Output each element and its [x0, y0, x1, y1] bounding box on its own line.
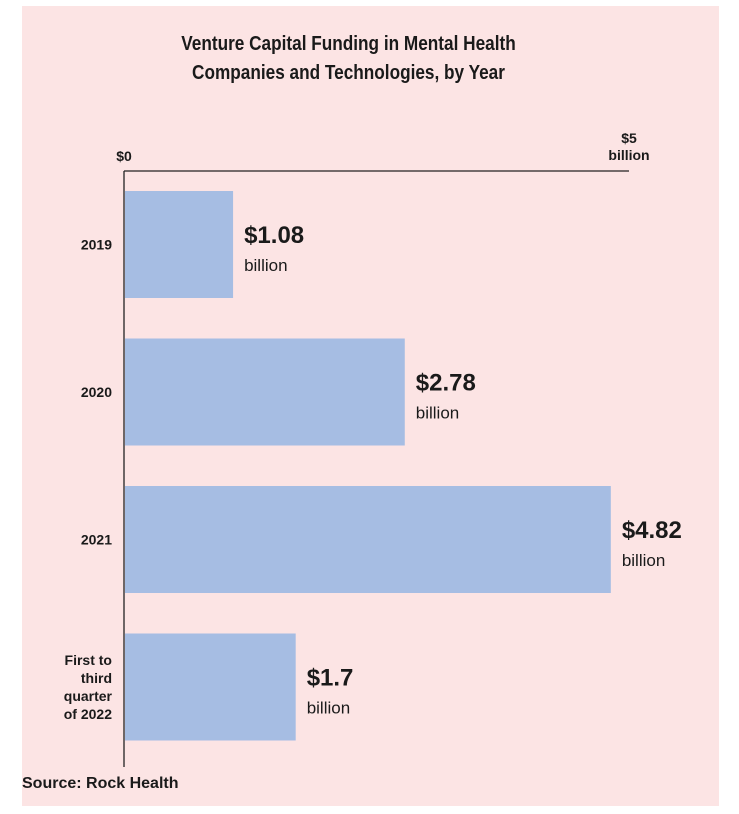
- bar-1: [125, 338, 405, 446]
- chart-title: Venture Capital Funding in Mental Health…: [0, 30, 697, 88]
- value-unit-label-1: billion: [416, 404, 459, 423]
- bar-0: [125, 191, 234, 298]
- value-unit-label-3: billion: [307, 699, 350, 718]
- value-unit-label-0: billion: [244, 256, 287, 275]
- value-label-0: $1.08: [244, 222, 304, 249]
- x-tick-label-max-unit: billion: [608, 147, 649, 163]
- category-label-3-3: of 2022: [64, 706, 112, 722]
- bar-2: [125, 486, 611, 593]
- category-label-3-2: quarter: [64, 688, 113, 704]
- value-label-2: $4.82: [622, 517, 682, 544]
- category-label-3-1: third: [81, 670, 112, 686]
- chart-title-line-2: Companies and Technologies, by Year: [192, 62, 505, 84]
- category-label-3-0: First to: [65, 652, 112, 668]
- category-label-2-0: 2021: [81, 532, 112, 548]
- chart-title-line-1: Venture Capital Funding in Mental Health: [181, 33, 516, 55]
- x-tick-label-min: $0: [116, 148, 132, 164]
- category-label-0-0: 2019: [81, 237, 112, 253]
- bar-3: [125, 633, 296, 741]
- category-label-1-0: 2020: [81, 384, 112, 400]
- source-note: Source: Rock Health: [22, 775, 179, 792]
- x-tick-label-max: $5: [621, 130, 637, 146]
- value-label-1: $2.78: [416, 370, 476, 397]
- value-label-3: $1.7: [307, 665, 354, 692]
- value-unit-label-2: billion: [622, 551, 665, 570]
